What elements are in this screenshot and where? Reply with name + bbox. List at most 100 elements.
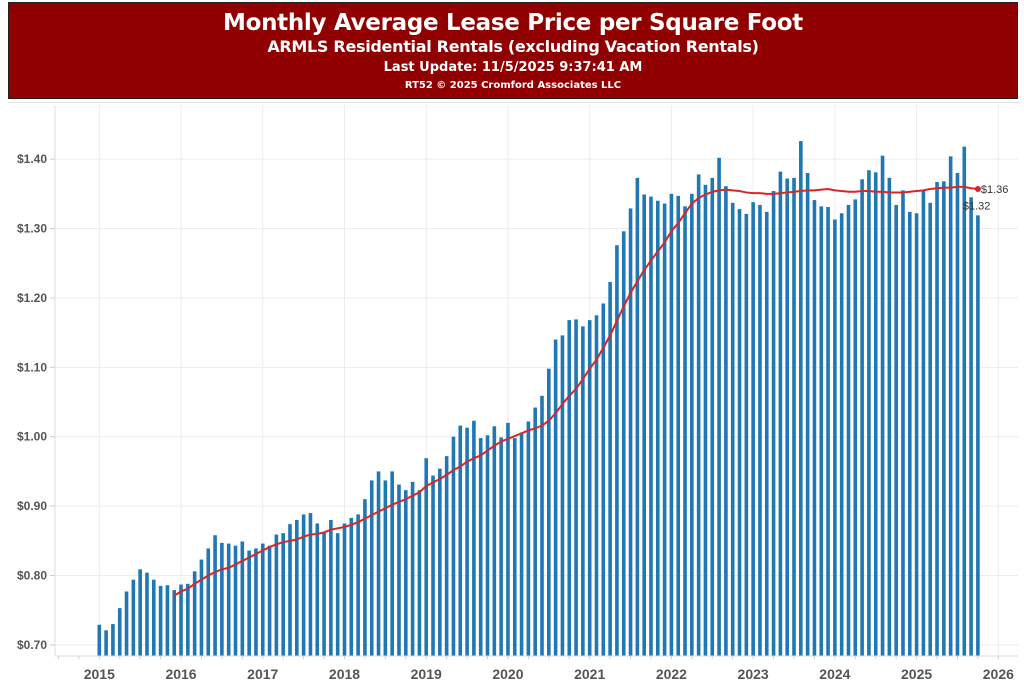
bar xyxy=(839,213,844,656)
bar xyxy=(717,157,721,657)
bar xyxy=(771,191,776,657)
bar xyxy=(519,432,524,656)
bar xyxy=(390,471,394,656)
bar xyxy=(690,193,694,656)
bar xyxy=(349,517,354,656)
bar xyxy=(533,407,537,656)
bar xyxy=(165,585,170,656)
bar xyxy=(642,194,646,656)
axes: $0.70 $0.80 $0.90 $1.00 $1.10 $1.20 $1.30 $1.40… xyxy=(17,105,1018,682)
bar xyxy=(451,436,456,656)
bar xyxy=(547,368,551,656)
bar xyxy=(233,545,238,656)
bar xyxy=(615,245,619,656)
bar xyxy=(186,583,190,656)
bar xyxy=(540,395,544,656)
chart-header: Monthly Average Lease Price per Square F… xyxy=(8,2,1018,99)
bar xyxy=(594,315,599,656)
bar xyxy=(574,319,578,656)
bar xyxy=(655,200,660,656)
x-tick-label: 2023 xyxy=(738,666,769,682)
bar xyxy=(288,524,292,656)
bar xyxy=(254,548,258,656)
bar xyxy=(322,532,326,656)
bar xyxy=(260,543,265,656)
bar xyxy=(560,335,565,656)
bar xyxy=(199,559,204,656)
bar xyxy=(240,541,245,656)
x-tick-label: 2026 xyxy=(983,666,1014,682)
data-labels: $1.36 $1.32 xyxy=(963,184,1009,212)
bar xyxy=(403,490,408,656)
bar xyxy=(301,514,306,656)
bar xyxy=(914,213,919,656)
bar xyxy=(628,208,633,656)
bar xyxy=(873,172,878,656)
bar xyxy=(696,174,701,656)
bar xyxy=(778,171,783,656)
x-tick-label: 2015 xyxy=(84,666,115,682)
bar xyxy=(955,173,960,656)
bar xyxy=(649,196,653,656)
bar xyxy=(921,190,926,657)
chart-panel xyxy=(8,102,1020,691)
trend-line xyxy=(173,185,979,597)
bar xyxy=(799,141,803,657)
x-tick-label: 2018 xyxy=(329,666,360,682)
bar xyxy=(962,146,967,656)
x-tick-label: 2022 xyxy=(656,666,687,682)
bar xyxy=(887,177,892,656)
bar xyxy=(179,584,183,656)
trend-end-point xyxy=(974,185,981,192)
bar xyxy=(172,590,177,656)
bar xyxy=(976,215,980,656)
bar xyxy=(635,177,640,656)
chart-title: Monthly Average Lease Price per Square F… xyxy=(223,10,803,36)
x-tick-label: 2016 xyxy=(165,666,196,682)
bar-last-label: $1.32 xyxy=(963,200,991,212)
bar xyxy=(192,571,197,656)
bar xyxy=(117,608,122,656)
bar xyxy=(758,204,762,656)
bar xyxy=(431,475,435,656)
bar xyxy=(587,320,592,656)
y-tick-label: $0.70 xyxy=(17,638,47,652)
bar xyxy=(907,211,912,656)
bar xyxy=(308,513,313,656)
bar xyxy=(226,543,231,656)
bar xyxy=(506,422,510,656)
bar xyxy=(792,177,796,656)
bar xyxy=(819,206,824,656)
bar xyxy=(942,181,946,656)
bar xyxy=(342,523,347,656)
bar xyxy=(860,179,864,656)
y-tick-label: $1.00 xyxy=(17,430,47,444)
y-tick-label: $0.80 xyxy=(17,569,47,583)
x-tick-label: 2020 xyxy=(492,666,523,682)
bar xyxy=(833,219,837,656)
bar xyxy=(669,193,674,656)
bar xyxy=(213,535,217,656)
bar xyxy=(751,202,755,656)
bar xyxy=(458,425,463,656)
bar xyxy=(601,303,606,656)
trend-series xyxy=(173,185,981,597)
bar xyxy=(764,211,769,656)
bar xyxy=(730,202,735,656)
bar xyxy=(206,548,211,656)
bar xyxy=(948,156,953,656)
bar xyxy=(363,499,367,656)
bar xyxy=(805,173,810,656)
bar xyxy=(935,182,939,656)
x-tick-label: 2025 xyxy=(901,666,932,682)
bar xyxy=(267,545,272,656)
bar xyxy=(315,523,320,656)
bar xyxy=(621,231,626,657)
bar xyxy=(295,519,299,656)
bar xyxy=(478,438,483,656)
bar xyxy=(151,579,156,656)
bar xyxy=(424,458,429,656)
bar xyxy=(553,339,558,656)
bar xyxy=(281,533,285,656)
bar xyxy=(145,572,149,656)
